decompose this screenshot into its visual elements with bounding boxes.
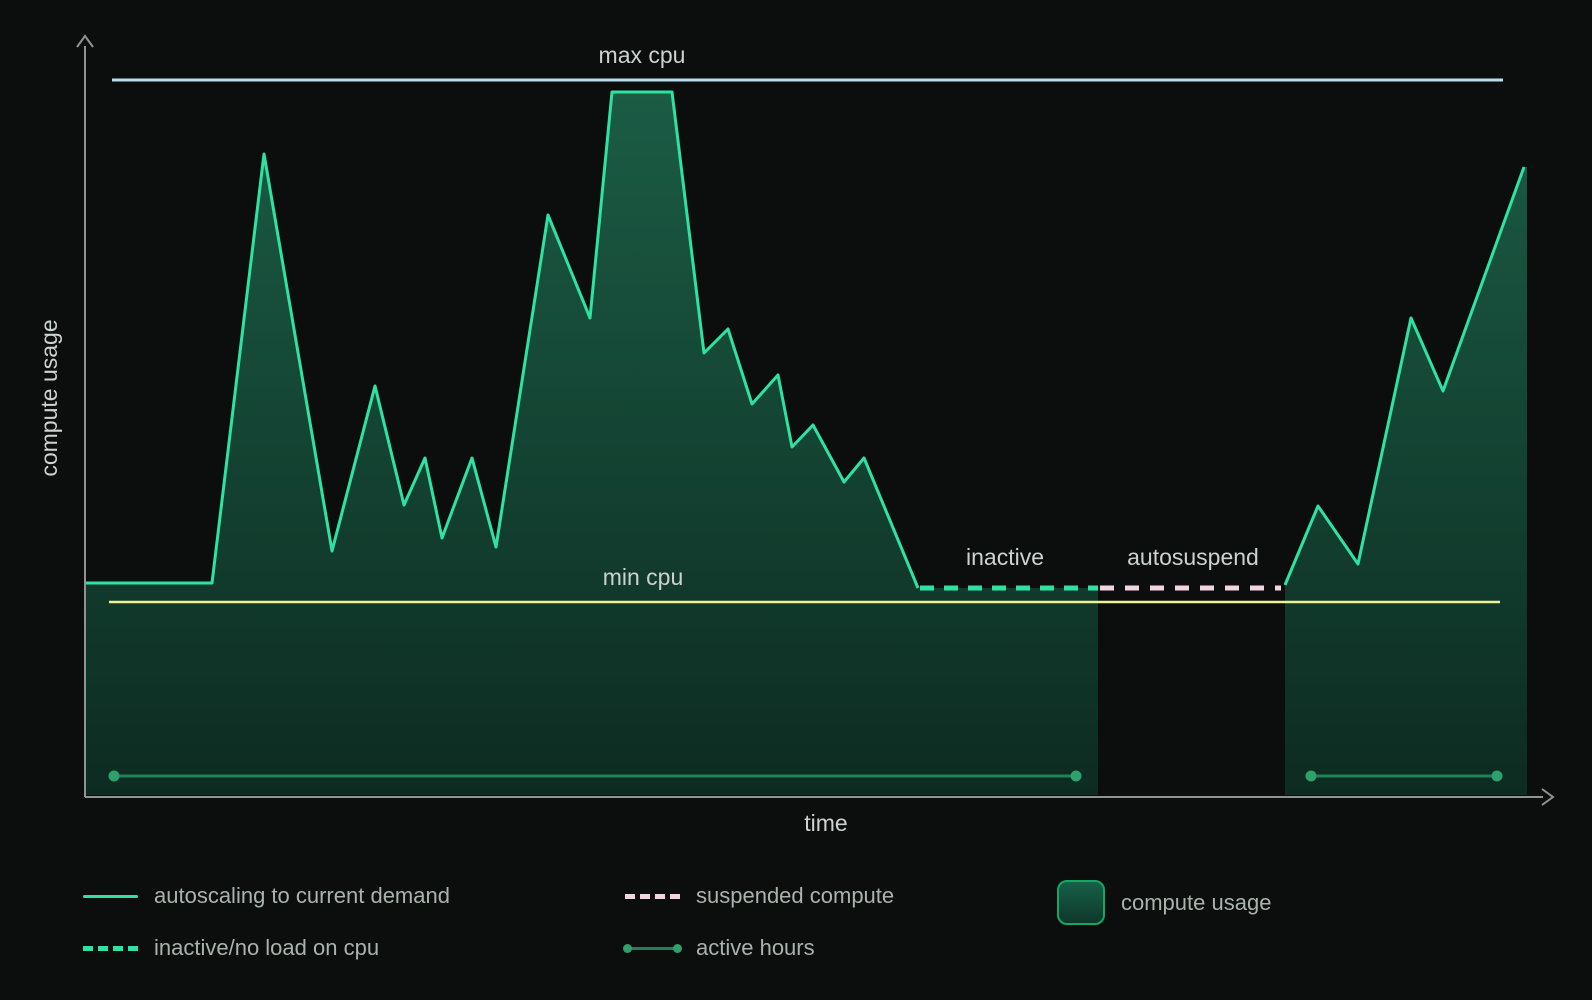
legend-label-active-hours: active hours: [696, 935, 815, 960]
inactive-annotation: inactive: [966, 544, 1044, 570]
x-axis-label: time: [804, 810, 847, 836]
solid-green-line-swatch: [83, 894, 138, 898]
chart-canvas: max cpu min cpu inactive autosuspend tim…: [36, 34, 1555, 836]
compute-usage-area-left: [85, 92, 1098, 795]
autoscaling-line-right: [1283, 166, 1526, 586]
legend-item-compute-usage: compute usage: [1057, 880, 1271, 925]
legend-item-inactive: inactive/no load on cpu: [83, 933, 379, 963]
active-hours-dot: [1305, 770, 1317, 782]
dashed-pink-line-swatch: [625, 893, 680, 899]
autosuspend-annotation: autosuspend: [1127, 544, 1259, 570]
legend-label-suspended: suspended compute: [696, 883, 895, 908]
compute-usage-box-swatch: [1057, 880, 1105, 925]
dashed-green-line-swatch: [83, 945, 138, 951]
active-hours-dot: [1070, 770, 1082, 782]
max-cpu-label: max cpu: [599, 42, 686, 68]
min-cpu-label: min cpu: [603, 564, 684, 590]
legend-item-autoscaling: autoscaling to current demand: [83, 881, 450, 911]
line-with-end-dots-swatch: [623, 943, 682, 953]
active-hours-dot: [108, 770, 120, 782]
legend-label-inactive: inactive/no load on cpu: [154, 935, 380, 960]
legend-item-active-hours: active hours: [623, 933, 815, 963]
y-axis-label: compute usage: [36, 319, 62, 476]
x-axis-arrowhead: [1541, 788, 1555, 806]
y-axis-arrowhead: [76, 34, 94, 48]
legend-label-autoscaling: autoscaling to current demand: [154, 883, 450, 908]
compute-usage-area-right: [1285, 167, 1527, 795]
legend-label-compute-usage: compute usage: [1121, 889, 1272, 915]
autoscaling-line-left: [85, 90, 920, 589]
legend-item-suspended: suspended compute: [625, 881, 894, 911]
active-hours-dot: [1491, 770, 1503, 782]
